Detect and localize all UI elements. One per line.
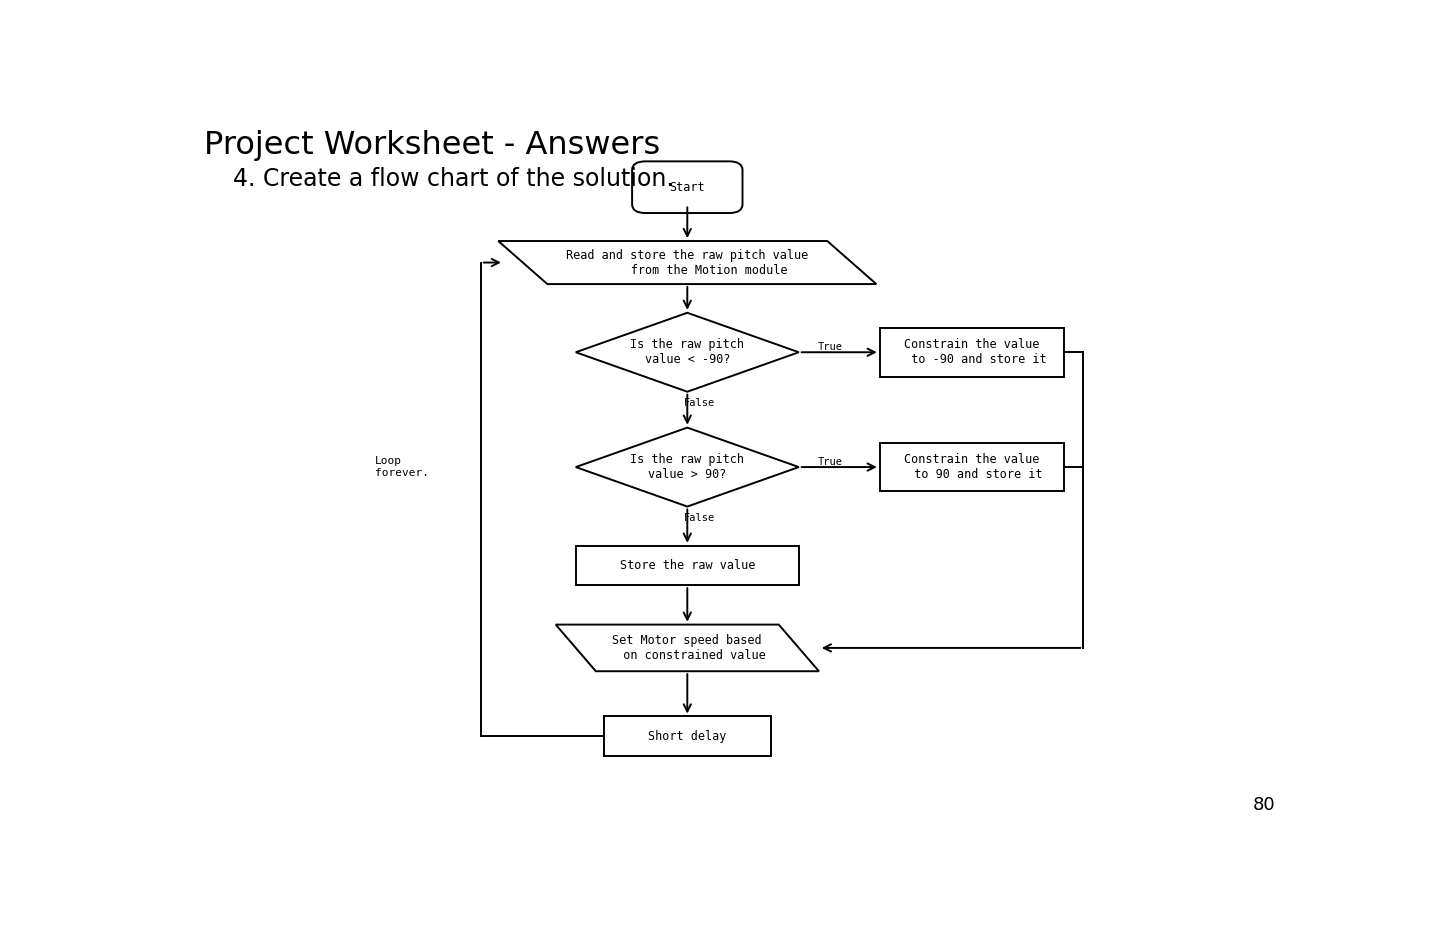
Bar bbox=[879, 328, 1063, 377]
Text: Short delay: Short delay bbox=[648, 730, 727, 743]
Text: Constrain the value
  to 90 and store it: Constrain the value to 90 and store it bbox=[901, 453, 1043, 481]
Text: True: True bbox=[817, 457, 843, 467]
Bar bbox=[604, 717, 771, 756]
Text: Is the raw pitch
value > 90?: Is the raw pitch value > 90? bbox=[630, 453, 744, 481]
Text: 4. Create a flow chart of the solution.: 4. Create a flow chart of the solution. bbox=[233, 167, 673, 191]
Text: True: True bbox=[817, 342, 843, 352]
Text: Is the raw pitch
value < -90?: Is the raw pitch value < -90? bbox=[630, 338, 744, 366]
Text: False: False bbox=[684, 398, 715, 408]
Text: Constrain the value
  to -90 and store it: Constrain the value to -90 and store it bbox=[896, 338, 1046, 366]
Polygon shape bbox=[576, 313, 799, 391]
Polygon shape bbox=[576, 428, 799, 507]
Text: Read and store the raw pitch value
      from the Motion module: Read and store the raw pitch value from … bbox=[566, 249, 809, 277]
Text: Store the raw value: Store the raw value bbox=[620, 559, 755, 572]
FancyBboxPatch shape bbox=[632, 161, 743, 213]
Text: 80: 80 bbox=[1252, 796, 1275, 814]
Text: Loop
forever.: Loop forever. bbox=[376, 457, 429, 478]
Bar bbox=[576, 545, 799, 585]
Polygon shape bbox=[498, 241, 876, 284]
Text: Project Worksheet - Answers: Project Worksheet - Answers bbox=[204, 130, 661, 161]
Polygon shape bbox=[555, 624, 819, 671]
Bar bbox=[879, 443, 1063, 491]
Text: False: False bbox=[684, 513, 715, 523]
Text: Start: Start bbox=[669, 181, 705, 194]
Text: Set Motor speed based
  on constrained value: Set Motor speed based on constrained val… bbox=[609, 634, 766, 662]
